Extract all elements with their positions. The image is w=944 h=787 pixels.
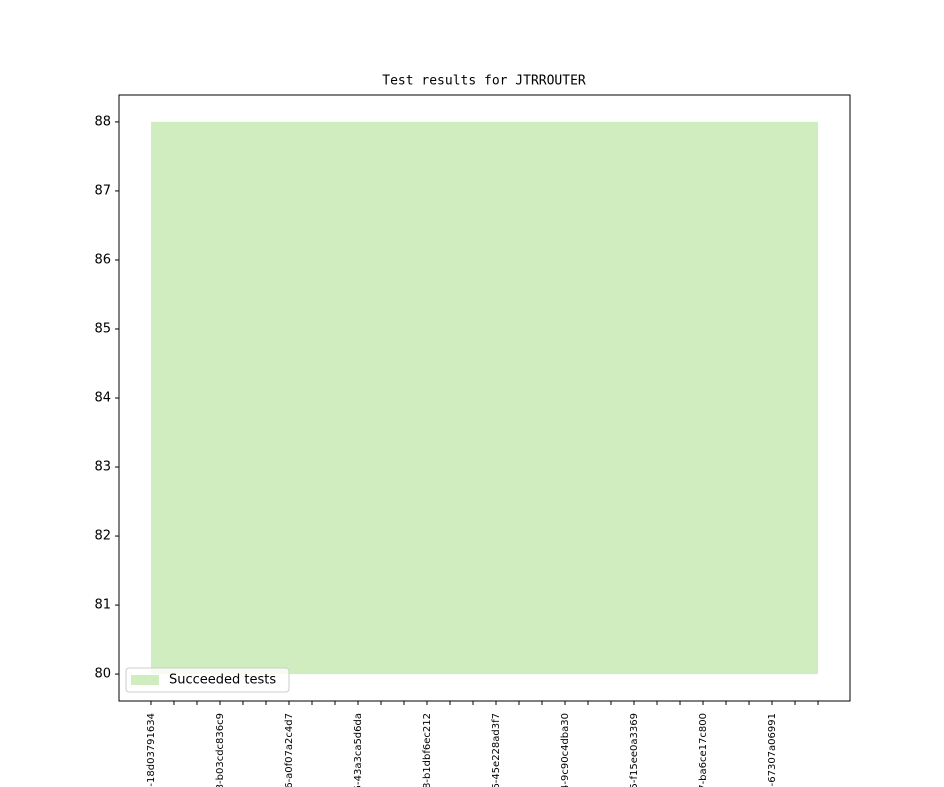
x-tick-label: 8-b03cdc836c9 (215, 713, 226, 787)
y-tick-label: 85 (94, 321, 111, 336)
x-tick-label: 4-67307a06991 (767, 713, 778, 787)
legend-label: Succeeded tests (169, 673, 276, 688)
y-tick-label: 86 (94, 252, 111, 267)
y-tick-label: 81 (94, 598, 111, 613)
legend: Succeeded tests (125, 667, 290, 693)
x-tick-label: 2-18d03791634 (146, 713, 157, 787)
legend-swatch (131, 675, 159, 685)
area (150, 121, 819, 675)
x-tick-label: 7-ba6ce17c800 (698, 713, 709, 787)
y-tick-label: 88 (94, 114, 111, 129)
x-tick-label: 4-9c90c4dba30 (560, 713, 571, 787)
chart-title: Test results for JTRROUTER (382, 74, 586, 89)
x-tick-label: 5-43a3ca5d6da (353, 713, 364, 787)
y-tick-label: 84 (94, 391, 111, 406)
y-tick-label: 80 (94, 667, 111, 682)
y-tick-label: 83 (94, 460, 111, 475)
y-tick-label: 87 (94, 183, 111, 198)
x-tick-label: 6-a0f07a2c4d7 (284, 713, 295, 787)
x-tick-label: 5-f15ee0a3369 (629, 713, 640, 787)
legend-box (125, 667, 290, 693)
plot-area (150, 121, 819, 675)
x-tick-label: 6-45e228ad3f7 (491, 713, 502, 787)
x-tick-label: 8-b1dbf6ec212 (422, 713, 433, 787)
y-tick-label: 82 (94, 529, 111, 544)
